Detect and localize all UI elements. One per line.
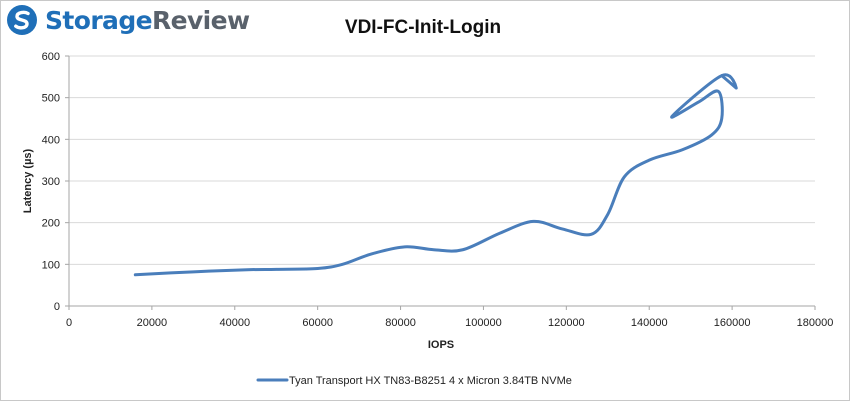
x-tick-label: 20000 <box>137 317 168 329</box>
x-tick-label: 80000 <box>385 317 416 329</box>
chart-title: VDI-FC-Init-Login <box>345 17 501 38</box>
data-point <box>403 245 406 248</box>
data-point <box>697 100 700 103</box>
data-point <box>499 232 502 235</box>
y-tick-label: 100 <box>42 259 60 271</box>
data-point <box>590 233 593 236</box>
y-tick-label: 300 <box>42 176 60 188</box>
y-tick-label: 200 <box>42 218 60 230</box>
series-line-0 <box>133 73 738 277</box>
data-point <box>648 159 651 162</box>
axes <box>65 55 816 310</box>
data-point <box>606 213 609 216</box>
data-point <box>341 263 344 266</box>
data-point <box>134 273 137 276</box>
y-tick-label: 500 <box>42 93 60 105</box>
x-tick-label: 180000 <box>797 317 834 329</box>
data-point <box>671 115 674 118</box>
data-point <box>720 74 723 77</box>
storagereview-logo: StorageReview <box>6 4 250 36</box>
y-axis-title: Latency (µs) <box>22 148 34 213</box>
data-point <box>710 134 713 137</box>
series-group <box>133 73 738 277</box>
data-point <box>432 248 435 251</box>
data-point <box>246 268 249 271</box>
logo-word-review: Review <box>151 5 250 35</box>
x-tick-label: 60000 <box>302 317 333 329</box>
y-tick-label: 600 <box>42 51 60 63</box>
data-point <box>561 227 564 230</box>
x-tick-label: 100000 <box>465 317 502 329</box>
data-point <box>532 220 535 223</box>
x-axis-title: IOPS <box>428 339 454 351</box>
storagereview-logo-icon <box>7 5 37 35</box>
data-point <box>735 87 738 90</box>
x-tick-label: 160000 <box>714 317 751 329</box>
logo-word-storage: Storage <box>45 5 153 35</box>
data-point <box>461 248 464 251</box>
logo-wordmark: StorageReview <box>45 6 250 35</box>
data-point <box>316 267 319 270</box>
x-tick-labels: 0 20000 40000 60000 80000 100000 120000 140000 1… <box>66 317 833 329</box>
y-tick-label: 400 <box>42 134 60 146</box>
data-point <box>720 117 723 120</box>
data-point <box>192 270 195 273</box>
y-tick-labels: 0 100 200 300 400 500 600 <box>42 51 60 313</box>
data-point <box>717 90 720 93</box>
legend: Tyan Transport HX TN83-B8251 4 x Micron … <box>256 375 572 387</box>
y-tick-label: 0 <box>54 301 60 313</box>
x-tick-label: 120000 <box>548 317 585 329</box>
data-point <box>370 252 373 255</box>
x-tick-label: 40000 <box>219 317 250 329</box>
legend-label: Tyan Transport HX TN83-B8251 4 x Micron … <box>289 375 572 387</box>
data-point <box>275 268 278 271</box>
x-tick-label: 140000 <box>631 317 668 329</box>
gridlines <box>69 55 815 265</box>
data-point <box>681 148 684 151</box>
x-tick-label: 0 <box>66 317 72 329</box>
data-point <box>623 175 626 178</box>
